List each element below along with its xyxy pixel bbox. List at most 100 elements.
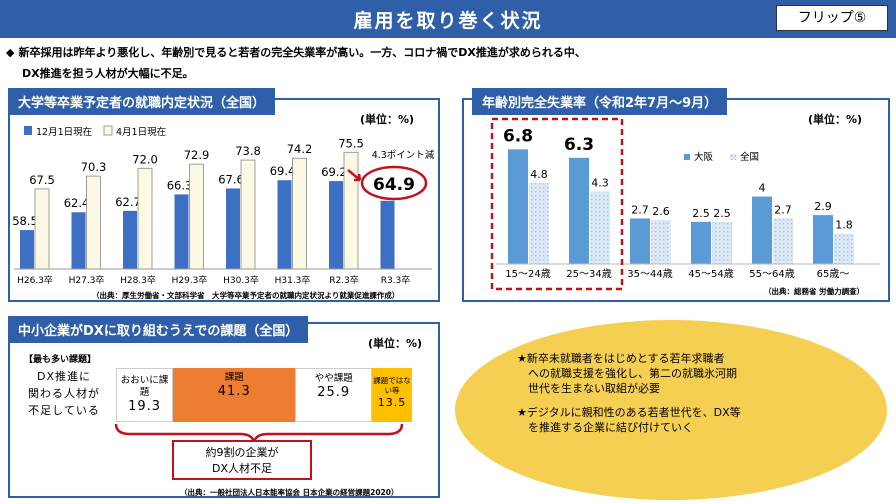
bar-national-1 [590, 191, 610, 264]
legend-osaka-label: 大阪 [694, 151, 714, 163]
segment-2: やや課題 25.9 [295, 368, 373, 422]
bar-apr-6 [343, 151, 359, 270]
highlight-arrow-head [354, 173, 362, 182]
segment-value-2: 25.9 [317, 385, 351, 400]
highlight-arrow [347, 169, 361, 181]
label-national-5: 1.8 [835, 219, 853, 232]
segment-value-3: 13.5 [377, 396, 407, 409]
label-dec-6: 69.2 [321, 165, 347, 179]
segment-label-2: やや課題 [314, 373, 353, 384]
label-dec-3: 66.3 [167, 178, 193, 192]
policy-text: ★新卒未就職者をはじめとする若年求職者 への就職支援を強化し、第二の就職氷河期 … [517, 351, 847, 444]
category-label-6: R2.3卒 [329, 274, 359, 286]
panel-job-offer-title: 大学等卒業予定者の就職内定状況（全国） [8, 88, 276, 115]
chart-job-offer: 58.5 67.5 H26.3卒 62.4 70.3 H27.3卒 62.7 72.0 H28.… [12, 125, 435, 286]
panel-job-offer-unit: (単位：%) [360, 113, 415, 126]
bar-national-2 [651, 220, 671, 264]
bar-dec-6 [329, 181, 343, 269]
category-label-2: H28.3卒 [120, 274, 156, 286]
panel-unemployment-unit: (単位：%) [808, 113, 863, 126]
dx-callout-text: 約9割の企業が DX人材不足 [205, 446, 279, 475]
panel-unemployment-title: 年齢別完全失業率（令和2年7月～9月） [472, 88, 728, 115]
bar-national-4 [773, 218, 793, 264]
category-label-4: H30.3卒 [223, 274, 259, 286]
bar-osaka-0 [508, 149, 528, 264]
bar-dec-7 [380, 200, 395, 269]
legend-national-swatch [730, 154, 736, 160]
category-label-1: H27.3卒 [69, 274, 105, 286]
bar-dec-1 [71, 212, 86, 269]
label-osaka-5: 2.9 [814, 200, 832, 213]
bar-apr-5 [292, 157, 307, 270]
panel-job-offer-source: （出典：厚生労働省・文部科学省 大学等卒業予定者の就職内定状況より就業促進課作成… [92, 291, 400, 300]
bar-osaka-1 [569, 157, 589, 264]
category-label-3: 45～54歳 [688, 268, 733, 280]
segment-value-0: 19.3 [128, 399, 162, 414]
bar-osaka-5 [813, 215, 833, 264]
label-apr-4: 73.8 [235, 144, 261, 158]
category-label-4: 55～64歳 [749, 268, 794, 280]
lead-line-1: 新卒採用は昨年より悪化し、年齢別で見ると若者の完全失業率が高い。一方、コロナ禍で… [18, 46, 586, 59]
bar-apr-4 [240, 159, 256, 270]
label-dec-5: 69.4 [270, 164, 296, 178]
label-dec-7: 64.9 [373, 175, 415, 195]
label-dec-2: 62.7 [115, 195, 141, 209]
panel-unemployment-source: （出典：総務省 労働力調査） [764, 287, 865, 296]
legend-dec-label: 12月1日現在 [36, 126, 92, 138]
label-apr-2: 72.0 [132, 152, 158, 166]
bar-apr-2 [137, 167, 153, 270]
bar-apr-3 [189, 163, 204, 270]
segment-0: おおいに課題 19.3 [116, 368, 174, 422]
label-osaka-3: 2.5 [692, 207, 710, 220]
policy-ellipse [455, 320, 887, 500]
segment-label-3: 課題ではない等 [373, 376, 411, 395]
bar-national-3 [712, 221, 732, 264]
bar-dec-5 [277, 180, 292, 269]
legend-osaka-swatch [684, 154, 690, 160]
label-national-3: 2.5 [713, 207, 731, 220]
bar-osaka-4 [752, 196, 772, 264]
policy-item-2: ★デジタルに親和性のある若者世代を、DX等 を推進する企業に結び付けていく [517, 406, 741, 434]
bar-dec-4 [226, 188, 240, 269]
bar-dec-0 [20, 230, 34, 269]
label-apr-1: 70.3 [81, 160, 107, 174]
bar-dec-3 [174, 194, 189, 269]
segment-label-0: おおいに課題 [120, 375, 169, 398]
label-dec-0: 58.5 [12, 214, 38, 228]
dx-callout: 約9割の企業が DX人材不足 [172, 440, 312, 480]
title-bar: 雇用を取り巻く状況 フリップ⑤ [0, 0, 896, 38]
segment-3: 課題ではない等 13.5 [372, 368, 412, 422]
category-label-0: 15～24歳 [505, 268, 550, 280]
highlight-ellipse [360, 165, 428, 201]
label-national-2: 2.6 [652, 205, 670, 218]
segment-value-1: 41.3 [217, 384, 251, 399]
label-apr-3: 72.9 [184, 148, 210, 162]
legend-national-label: 全国 [740, 151, 759, 163]
highlight-dashed-box [490, 117, 624, 291]
category-label-5: 65歳～ [817, 268, 850, 280]
legend-apr-label: 4月1日現在 [116, 126, 166, 138]
category-label-0: H26.3卒 [17, 274, 53, 286]
panel-dx-issues-unit: (単位：%) [368, 337, 423, 350]
bar-apr-0 [34, 188, 50, 270]
label-osaka-0: 6.8 [503, 126, 533, 146]
label-national-1: 4.3 [591, 177, 609, 190]
category-label-3: H29.3卒 [172, 274, 208, 286]
legend-dec-swatch [24, 126, 32, 135]
label-apr-6: 75.5 [338, 136, 364, 150]
category-label-2: 35～44歳 [627, 268, 672, 280]
category-label-7: R3.3卒 [381, 274, 411, 286]
bar-apr-1 [86, 175, 101, 270]
label-osaka-4: 4 [759, 182, 766, 195]
category-label-1: 25～34歳 [566, 268, 611, 280]
label-dec-1: 62.4 [64, 196, 90, 210]
label-osaka-2: 2.7 [631, 203, 649, 216]
page-title: 雇用を取り巻く状況 [353, 10, 543, 32]
label-apr-5: 74.2 [287, 142, 313, 156]
flip-label: フリップ⑤ [776, 5, 888, 31]
lead-line-2: DX推進を担う人材が大幅に不足。 [22, 67, 194, 80]
change-note: 4.3ポイント減 [372, 149, 435, 161]
policy-item-1: ★新卒未就職者をはじめとする若年求職者 への就職支援を強化し、第二の就職氷河期 … [517, 352, 737, 395]
dx-question-text: DX推進に 関わる人材が 不足している [28, 370, 100, 417]
